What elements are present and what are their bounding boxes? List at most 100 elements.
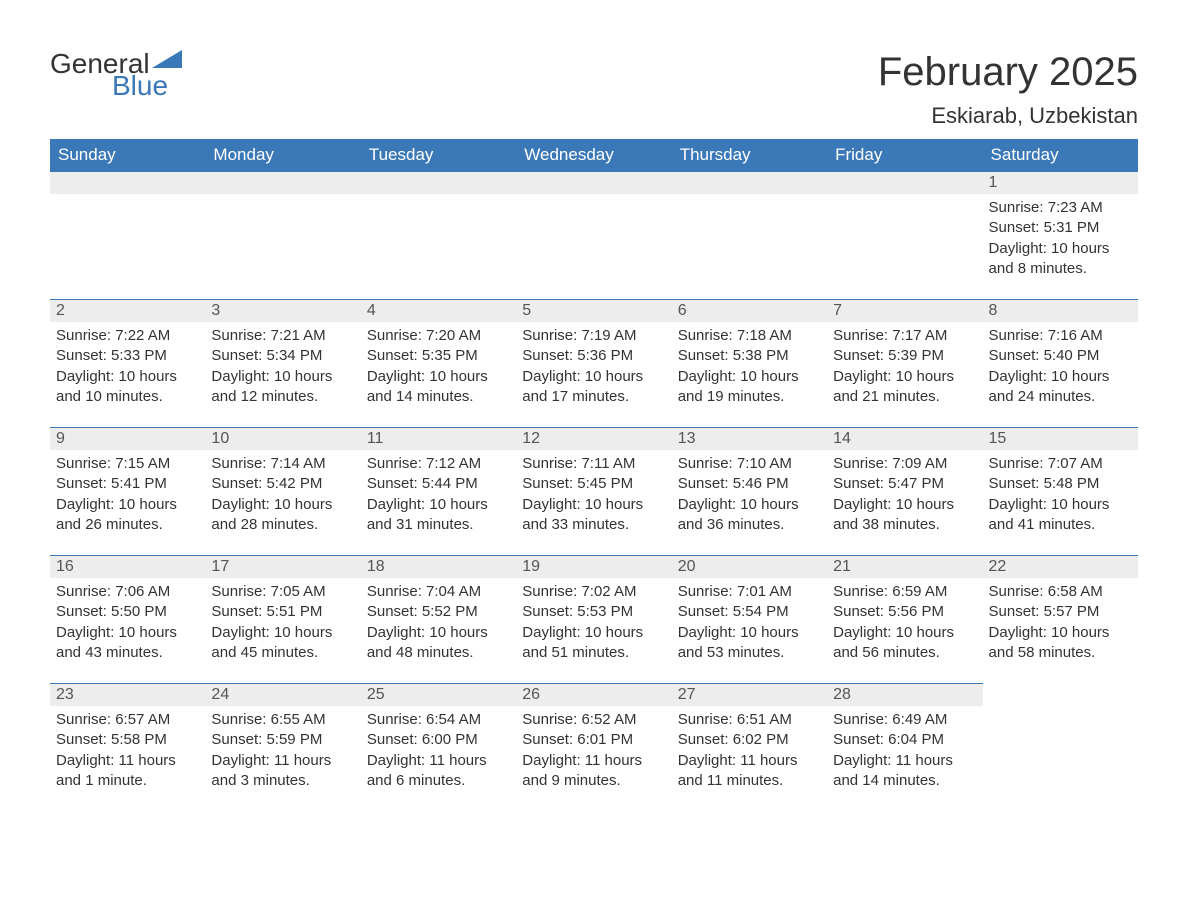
calendar-day-cell <box>205 171 360 299</box>
day-number: 8 <box>983 299 1138 322</box>
calendar-day-cell: 15Sunrise: 7:07 AMSunset: 5:48 PMDayligh… <box>983 427 1138 555</box>
sunset-text: Sunset: 5:52 PM <box>367 602 510 622</box>
day-details: Sunrise: 6:55 AMSunset: 5:59 PMDaylight:… <box>205 706 360 795</box>
day-number: 21 <box>827 555 982 578</box>
sunset-text: Sunset: 5:54 PM <box>678 602 821 622</box>
calendar-week-row: 9Sunrise: 7:15 AMSunset: 5:41 PMDaylight… <box>50 427 1138 555</box>
sunset-text: Sunset: 5:47 PM <box>833 474 976 494</box>
day-details: Sunrise: 7:04 AMSunset: 5:52 PMDaylight:… <box>361 578 516 667</box>
sunrise-text: Sunrise: 7:01 AM <box>678 582 821 602</box>
day-number: 19 <box>516 555 671 578</box>
day-number: 5 <box>516 299 671 322</box>
day-details: Sunrise: 7:11 AMSunset: 5:45 PMDaylight:… <box>516 450 671 539</box>
calendar-day-cell: 25Sunrise: 6:54 AMSunset: 6:00 PMDayligh… <box>361 683 516 811</box>
day-number: 12 <box>516 427 671 450</box>
sunrise-text: Sunrise: 6:51 AM <box>678 710 821 730</box>
day-details: Sunrise: 7:06 AMSunset: 5:50 PMDaylight:… <box>50 578 205 667</box>
day-number: 20 <box>672 555 827 578</box>
calendar-day-cell: 2Sunrise: 7:22 AMSunset: 5:33 PMDaylight… <box>50 299 205 427</box>
month-title: February 2025 <box>878 50 1138 95</box>
sunset-text: Sunset: 5:31 PM <box>989 218 1132 238</box>
day-details: Sunrise: 7:02 AMSunset: 5:53 PMDaylight:… <box>516 578 671 667</box>
daylight-text: Daylight: 10 hours and 38 minutes. <box>833 495 976 536</box>
day-number: 22 <box>983 555 1138 578</box>
day-details: Sunrise: 7:21 AMSunset: 5:34 PMDaylight:… <box>205 322 360 411</box>
day-number: 10 <box>205 427 360 450</box>
sunrise-text: Sunrise: 7:16 AM <box>989 326 1132 346</box>
sunset-text: Sunset: 5:36 PM <box>522 346 665 366</box>
day-details: Sunrise: 7:05 AMSunset: 5:51 PMDaylight:… <box>205 578 360 667</box>
day-details: Sunrise: 7:19 AMSunset: 5:36 PMDaylight:… <box>516 322 671 411</box>
sunset-text: Sunset: 5:33 PM <box>56 346 199 366</box>
empty-day-header <box>516 171 671 194</box>
daylight-text: Daylight: 11 hours and 1 minute. <box>56 751 199 792</box>
day-details: Sunrise: 6:58 AMSunset: 5:57 PMDaylight:… <box>983 578 1138 667</box>
sunrise-text: Sunrise: 7:23 AM <box>989 198 1132 218</box>
day-details: Sunrise: 6:57 AMSunset: 5:58 PMDaylight:… <box>50 706 205 795</box>
sunset-text: Sunset: 6:02 PM <box>678 730 821 750</box>
empty-day-header <box>361 171 516 194</box>
daylight-text: Daylight: 10 hours and 17 minutes. <box>522 367 665 408</box>
calendar-week-row: 2Sunrise: 7:22 AMSunset: 5:33 PMDaylight… <box>50 299 1138 427</box>
calendar-day-cell: 9Sunrise: 7:15 AMSunset: 5:41 PMDaylight… <box>50 427 205 555</box>
calendar-day-cell: 6Sunrise: 7:18 AMSunset: 5:38 PMDaylight… <box>672 299 827 427</box>
calendar-day-cell: 18Sunrise: 7:04 AMSunset: 5:52 PMDayligh… <box>361 555 516 683</box>
sunrise-text: Sunrise: 7:10 AM <box>678 454 821 474</box>
day-number: 16 <box>50 555 205 578</box>
calendar-day-cell: 20Sunrise: 7:01 AMSunset: 5:54 PMDayligh… <box>672 555 827 683</box>
day-number: 6 <box>672 299 827 322</box>
empty-day-header <box>827 171 982 194</box>
calendar-day-cell <box>516 171 671 299</box>
daylight-text: Daylight: 11 hours and 9 minutes. <box>522 751 665 792</box>
sunset-text: Sunset: 5:56 PM <box>833 602 976 622</box>
daylight-text: Daylight: 10 hours and 28 minutes. <box>211 495 354 536</box>
sunrise-text: Sunrise: 7:22 AM <box>56 326 199 346</box>
calendar-day-cell: 19Sunrise: 7:02 AMSunset: 5:53 PMDayligh… <box>516 555 671 683</box>
day-number: 25 <box>361 683 516 706</box>
sunrise-text: Sunrise: 7:17 AM <box>833 326 976 346</box>
daylight-text: Daylight: 10 hours and 26 minutes. <box>56 495 199 536</box>
sunset-text: Sunset: 6:00 PM <box>367 730 510 750</box>
sunset-text: Sunset: 5:57 PM <box>989 602 1132 622</box>
sunset-text: Sunset: 5:44 PM <box>367 474 510 494</box>
daylight-text: Daylight: 10 hours and 58 minutes. <box>989 623 1132 664</box>
sunrise-text: Sunrise: 6:59 AM <box>833 582 976 602</box>
day-number: 7 <box>827 299 982 322</box>
day-details: Sunrise: 7:22 AMSunset: 5:33 PMDaylight:… <box>50 322 205 411</box>
calendar-week-row: 23Sunrise: 6:57 AMSunset: 5:58 PMDayligh… <box>50 683 1138 811</box>
calendar-day-cell: 12Sunrise: 7:11 AMSunset: 5:45 PMDayligh… <box>516 427 671 555</box>
sunrise-text: Sunrise: 6:57 AM <box>56 710 199 730</box>
empty-day-header <box>672 171 827 194</box>
sunrise-text: Sunrise: 7:04 AM <box>367 582 510 602</box>
location-label: Eskiarab, Uzbekistan <box>878 103 1138 129</box>
daylight-text: Daylight: 11 hours and 14 minutes. <box>833 751 976 792</box>
empty-day-header <box>205 171 360 194</box>
day-number: 1 <box>983 171 1138 194</box>
day-number: 17 <box>205 555 360 578</box>
sunrise-text: Sunrise: 7:09 AM <box>833 454 976 474</box>
weekday-header: Sunday <box>50 139 205 171</box>
calendar-day-cell: 22Sunrise: 6:58 AMSunset: 5:57 PMDayligh… <box>983 555 1138 683</box>
day-details: Sunrise: 6:51 AMSunset: 6:02 PMDaylight:… <box>672 706 827 795</box>
calendar-day-cell <box>983 683 1138 811</box>
day-details: Sunrise: 7:07 AMSunset: 5:48 PMDaylight:… <box>983 450 1138 539</box>
sunrise-text: Sunrise: 7:05 AM <box>211 582 354 602</box>
day-number: 2 <box>50 299 205 322</box>
day-number: 4 <box>361 299 516 322</box>
sunset-text: Sunset: 5:59 PM <box>211 730 354 750</box>
day-number: 27 <box>672 683 827 706</box>
weekday-header-row: SundayMondayTuesdayWednesdayThursdayFrid… <box>50 139 1138 171</box>
sunrise-text: Sunrise: 7:11 AM <box>522 454 665 474</box>
day-details: Sunrise: 7:12 AMSunset: 5:44 PMDaylight:… <box>361 450 516 539</box>
daylight-text: Daylight: 10 hours and 21 minutes. <box>833 367 976 408</box>
day-details: Sunrise: 7:16 AMSunset: 5:40 PMDaylight:… <box>983 322 1138 411</box>
day-details: Sunrise: 7:17 AMSunset: 5:39 PMDaylight:… <box>827 322 982 411</box>
daylight-text: Daylight: 10 hours and 56 minutes. <box>833 623 976 664</box>
daylight-text: Daylight: 10 hours and 12 minutes. <box>211 367 354 408</box>
weekday-header: Tuesday <box>361 139 516 171</box>
logo-triangle-icon <box>152 50 182 72</box>
day-details: Sunrise: 7:18 AMSunset: 5:38 PMDaylight:… <box>672 322 827 411</box>
calendar-day-cell <box>361 171 516 299</box>
calendar-day-cell: 3Sunrise: 7:21 AMSunset: 5:34 PMDaylight… <box>205 299 360 427</box>
day-details: Sunrise: 7:09 AMSunset: 5:47 PMDaylight:… <box>827 450 982 539</box>
